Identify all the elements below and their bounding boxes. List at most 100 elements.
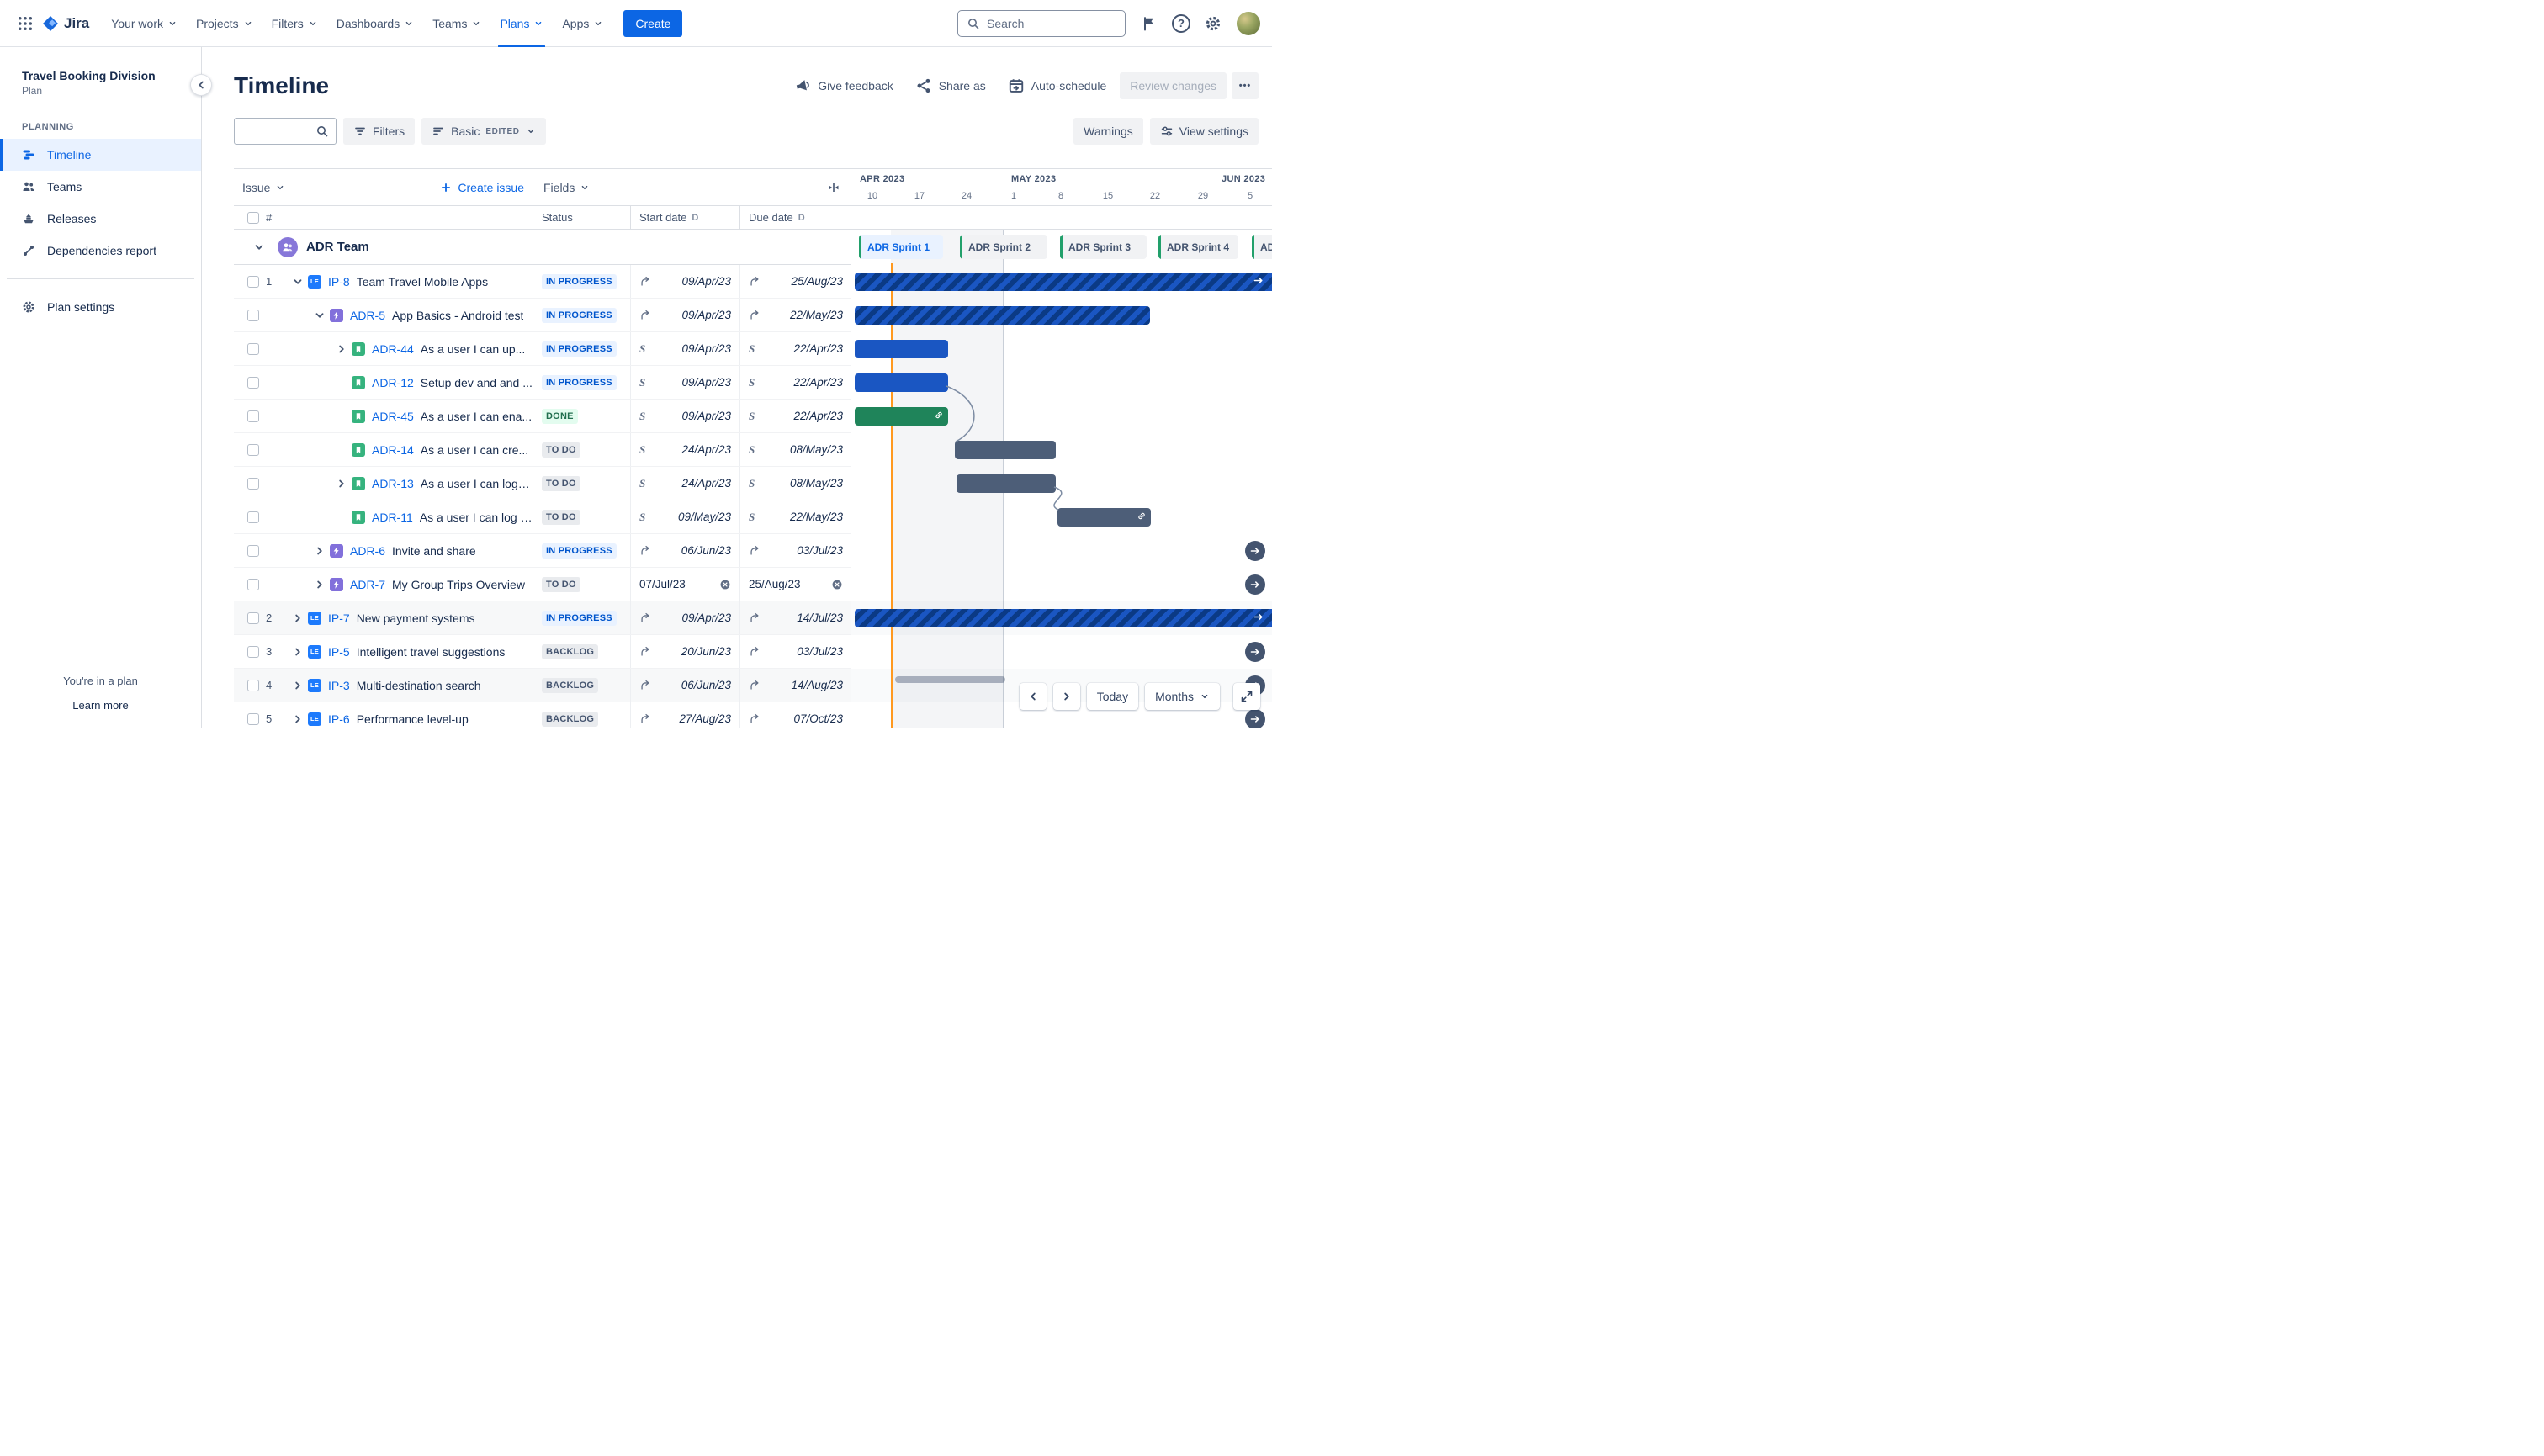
issue-key-link[interactable]: IP-6 (328, 712, 350, 726)
issue-summary[interactable]: As a user I can log i... (419, 510, 533, 524)
clear-date-button[interactable] (719, 579, 731, 590)
nav-dashboards[interactable]: Dashboards (328, 0, 423, 47)
gantt-bar[interactable] (855, 373, 948, 392)
clear-date-button[interactable] (831, 579, 843, 590)
row-checkbox[interactable] (247, 275, 259, 288)
start-date-cell[interactable]: 06/Jun/23 (630, 534, 739, 567)
gantt-bar[interactable] (855, 340, 948, 358)
issue-key-link[interactable]: ADR-11 (372, 510, 413, 524)
issue-summary[interactable]: Multi-destination search (356, 678, 481, 692)
due-date-cell[interactable]: S 22/May/23 (739, 500, 851, 533)
due-date-cell[interactable]: S 22/Apr/23 (739, 332, 851, 365)
status-badge[interactable]: TO DO (542, 576, 580, 592)
offscreen-bar-indicator[interactable] (1245, 642, 1265, 662)
issue-summary[interactable]: App Basics - Android test (392, 308, 524, 322)
due-date-cell[interactable]: S 22/Apr/23 (739, 366, 851, 399)
issue-summary[interactable]: Intelligent travel suggestions (356, 644, 506, 659)
issue-summary[interactable]: Invite and share (392, 543, 476, 558)
start-date-cell[interactable]: 27/Aug/23 (630, 702, 739, 728)
timeline-search-input[interactable] (241, 124, 315, 138)
sprint-bar[interactable]: AD (1252, 235, 1272, 259)
select-all-checkbox[interactable] (247, 211, 259, 224)
row-checkbox[interactable] (247, 376, 259, 389)
today-button[interactable]: Today (1086, 683, 1139, 710)
due-date-cell[interactable]: 14/Aug/23 (739, 669, 851, 702)
scroll-right-button[interactable] (1052, 683, 1080, 710)
group-expand-toggle[interactable] (249, 237, 269, 257)
view-mode-button[interactable]: Basic EDITED (421, 118, 546, 145)
issue-summary[interactable]: Performance level-up (356, 712, 469, 726)
settings-button[interactable] (1200, 10, 1227, 37)
start-date-cell[interactable]: S 09/Apr/23 (630, 332, 739, 365)
offscreen-bar-indicator[interactable] (1245, 541, 1265, 561)
issue-key-link[interactable]: IP-3 (328, 678, 350, 692)
fullscreen-button[interactable] (1233, 683, 1260, 710)
start-date-cell[interactable]: S 09/Apr/23 (630, 400, 739, 432)
nav-projects[interactable]: Projects (188, 0, 262, 47)
gantt-bar[interactable] (957, 474, 1056, 493)
global-search-input[interactable] (987, 16, 1116, 30)
app-switcher-button[interactable] (12, 10, 39, 37)
issue-key-link[interactable]: ADR-13 (372, 476, 414, 490)
gantt-bar[interactable] (855, 306, 1150, 325)
issue-summary[interactable]: As a user I can ena... (420, 409, 533, 423)
issue-summary[interactable]: As a user I can log i... (420, 476, 533, 490)
status-badge[interactable]: IN PROGRESS (542, 341, 617, 357)
expand-toggle[interactable] (331, 474, 352, 494)
due-date-cell[interactable]: 03/Jul/23 (739, 534, 851, 567)
issue-summary[interactable]: Setup dev and and ... (420, 375, 533, 389)
sidebar-item-timeline[interactable]: Timeline (0, 139, 201, 171)
status-badge[interactable]: IN PROGRESS (542, 374, 617, 390)
issue-key-link[interactable]: ADR-45 (372, 409, 414, 423)
status-badge[interactable]: IN PROGRESS (542, 543, 617, 559)
issue-summary[interactable]: As a user I can cre... (420, 442, 529, 457)
start-date-cell[interactable]: S 24/Apr/23 (630, 433, 739, 466)
start-date-cell[interactable]: 09/Apr/23 (630, 299, 739, 331)
status-badge[interactable]: TO DO (542, 442, 580, 458)
more-actions-button[interactable]: ••• (1232, 72, 1259, 99)
fields-dropdown[interactable]: Fields (543, 181, 590, 194)
help-button[interactable]: ? (1168, 10, 1195, 37)
due-date-cell[interactable]: 25/Aug/23 (739, 568, 851, 601)
status-badge[interactable]: BACKLOG (542, 677, 599, 693)
nav-plans[interactable]: Plans (491, 0, 552, 47)
global-search[interactable] (957, 9, 1126, 37)
sidebar-item-dependencies-report[interactable]: Dependencies report (0, 235, 201, 267)
nav-your-work[interactable]: Your work (103, 0, 186, 47)
expand-toggle[interactable] (310, 541, 330, 561)
issue-key-link[interactable]: ADR-44 (372, 341, 414, 356)
status-badge[interactable]: DONE (542, 408, 578, 424)
row-checkbox[interactable] (247, 645, 259, 658)
issue-key-link[interactable]: ADR-12 (372, 375, 414, 389)
status-badge[interactable]: TO DO (542, 509, 580, 525)
status-badge[interactable]: IN PROGRESS (542, 273, 617, 289)
due-date-cell[interactable]: 03/Jul/23 (739, 635, 851, 668)
offscreen-bar-indicator[interactable] (1245, 574, 1265, 595)
status-badge[interactable]: IN PROGRESS (542, 610, 617, 626)
sidebar-collapse-button[interactable] (190, 74, 212, 96)
start-date-cell[interactable]: 09/Apr/23 (630, 265, 739, 298)
expand-toggle[interactable] (310, 305, 330, 326)
sidebar-item-releases[interactable]: Releases (0, 203, 201, 235)
timeline-search[interactable] (234, 118, 337, 145)
nav-filters[interactable]: Filters (263, 0, 326, 47)
learn-more-link[interactable]: Learn more (72, 699, 129, 712)
sprint-bar[interactable]: ADR Sprint 2 (960, 235, 1047, 259)
row-checkbox[interactable] (247, 477, 259, 490)
status-badge[interactable]: BACKLOG (542, 643, 599, 659)
row-checkbox[interactable] (247, 679, 259, 691)
expand-toggle[interactable] (288, 675, 308, 696)
collapse-columns-button[interactable] (827, 181, 840, 194)
issue-summary[interactable]: My Group Trips Overview (392, 577, 525, 591)
start-date-cell[interactable]: S 09/May/23 (630, 500, 739, 533)
row-checkbox[interactable] (247, 309, 259, 321)
expand-toggle[interactable] (288, 608, 308, 628)
row-checkbox[interactable] (247, 342, 259, 355)
due-date-cell[interactable]: S 22/Apr/23 (739, 400, 851, 432)
gantt-bar[interactable] (855, 609, 1272, 627)
start-date-cell[interactable]: 06/Jun/23 (630, 669, 739, 702)
status-badge[interactable]: TO DO (542, 475, 580, 491)
zoom-level-select[interactable]: Months (1145, 683, 1220, 710)
create-issue-button[interactable]: Create issue (439, 181, 524, 194)
due-date-cell[interactable]: S 08/May/23 (739, 433, 851, 466)
